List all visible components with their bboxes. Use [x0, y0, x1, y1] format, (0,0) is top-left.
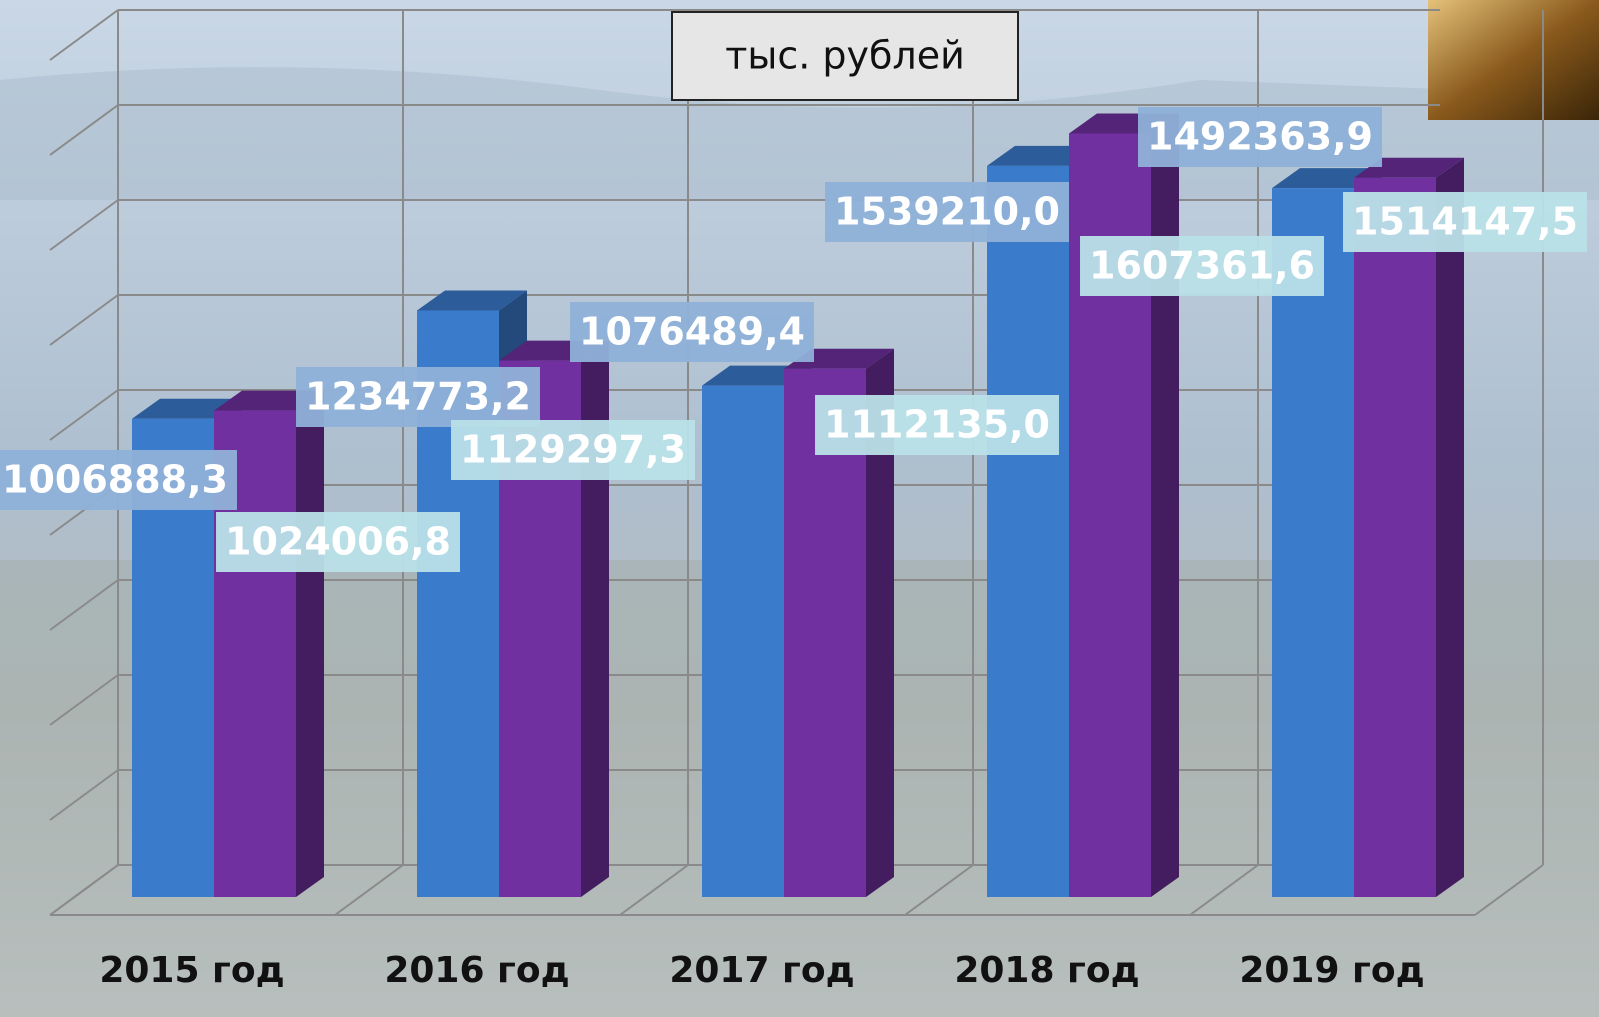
data-label: 1024006,8 [225, 520, 451, 564]
bar-side [1151, 114, 1179, 897]
bar [702, 386, 784, 897]
chart: 2015 год 2016 год 2017 год 2018 год 2019 год… [0, 0, 1599, 1017]
data-label: 1514147,5 [1352, 200, 1578, 244]
x-tick-label: 2018 год [954, 950, 1139, 991]
data-label: 1492363,9 [1147, 115, 1373, 159]
coins-image [1428, 0, 1599, 120]
data-label: 1006888,3 [2, 458, 228, 502]
data-label: 1112135,0 [824, 403, 1050, 447]
bar [987, 166, 1069, 897]
chart-title: тыс. рублей [725, 34, 965, 78]
bar-side [1436, 158, 1464, 897]
data-label: 1539210,0 [834, 190, 1060, 234]
bar-side [296, 391, 324, 897]
x-tick-label: 2015 год [99, 950, 284, 991]
data-label: 1607361,6 [1089, 244, 1315, 288]
x-tick-label: 2019 год [1239, 950, 1424, 991]
data-label: 1129297,3 [460, 428, 686, 472]
data-label: 1076489,4 [579, 310, 805, 354]
x-tick-label: 2016 год [384, 950, 569, 991]
x-tick-label: 2017 год [669, 950, 854, 991]
bar [1354, 178, 1436, 897]
data-label: 1234773,2 [305, 375, 531, 419]
